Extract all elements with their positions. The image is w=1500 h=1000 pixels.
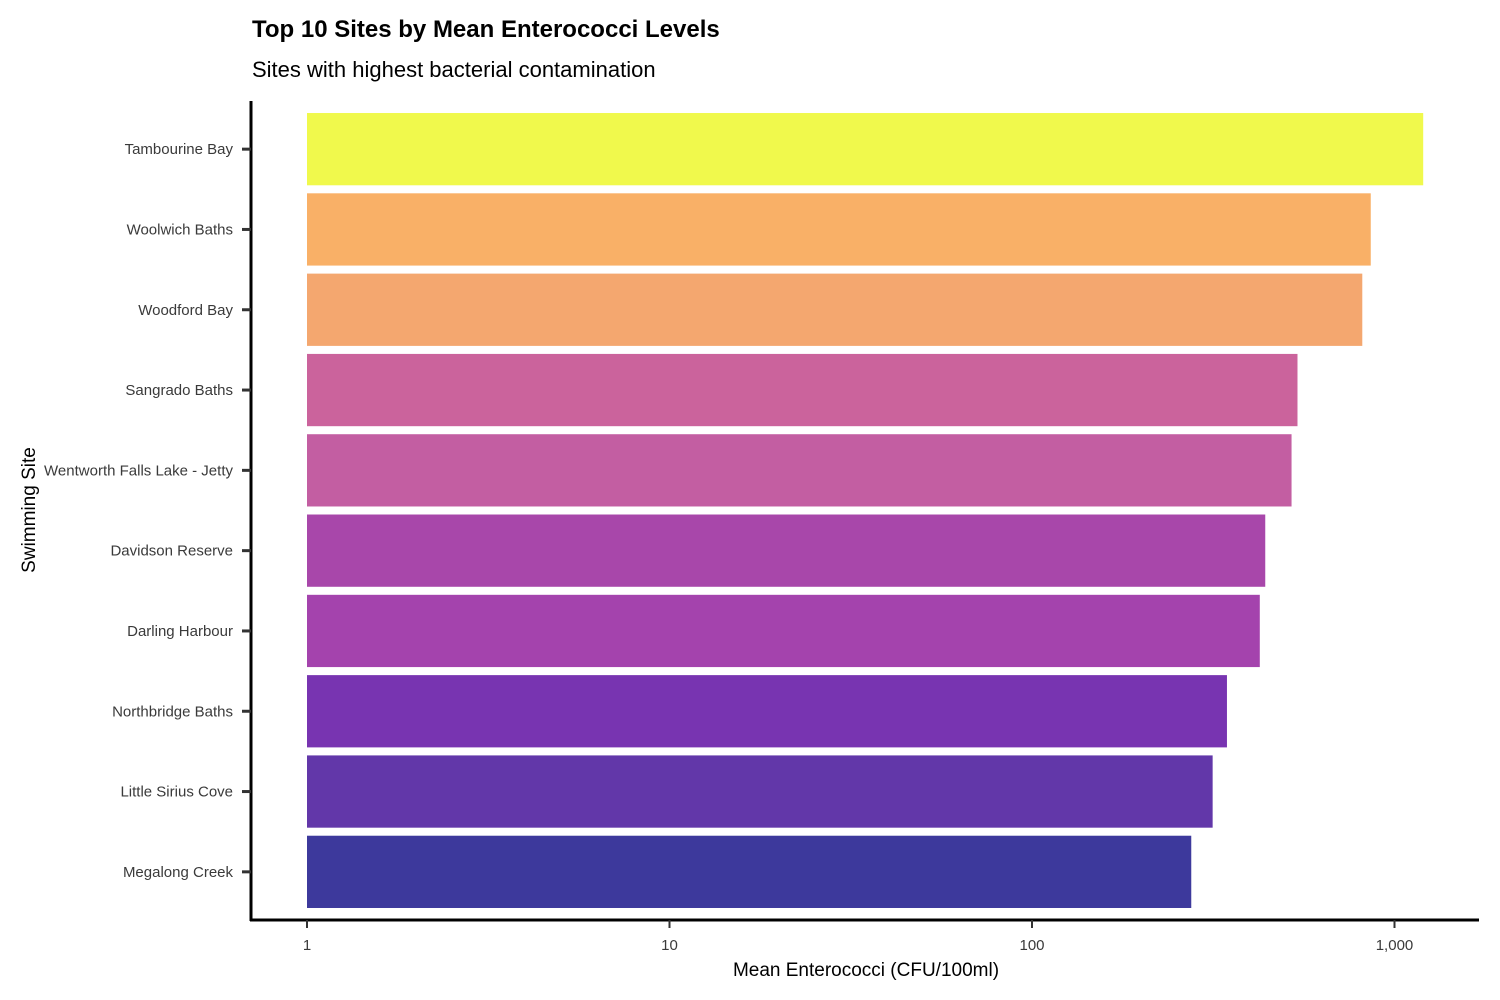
chart-subtitle: Sites with highest bacterial contaminati… [252, 57, 656, 82]
x-axis: 1 10 100 1,000 [250, 918, 1479, 954]
y-tick-label: Wentworth Falls Lake - Jetty [44, 462, 233, 479]
x-tick-label: 100 [1019, 937, 1044, 954]
bar-northbridge-baths [307, 675, 1227, 748]
bar-wentworth-falls-lake-jetty [307, 434, 1292, 507]
bar-megalong-creek [307, 835, 1192, 908]
y-tick-label: Tambourine Bay [125, 141, 234, 158]
x-tick-label: 1,000 [1376, 937, 1414, 954]
y-tick-label: Woodford Bay [138, 302, 233, 319]
y-tick-label: Davidson Reserve [110, 543, 233, 560]
x-tick-label: 10 [661, 937, 678, 954]
bar-sangrado-baths [307, 353, 1298, 427]
chart-title: Top 10 Sites by Mean Enterococci Levels [252, 16, 720, 43]
x-tick-label: 1 [303, 937, 311, 954]
bar-darling-harbour [307, 594, 1260, 668]
y-tick-label: Little Sirius Cove [120, 784, 233, 801]
y-tick-label: Northbridge Baths [112, 703, 233, 720]
bar-davidson-reserve [307, 514, 1266, 587]
y-tick-label: Megalong Creek [123, 864, 234, 881]
y-axis: Tambourine Bay Woolwich Baths Woodford Bay… [44, 101, 253, 921]
bar-little-sirius-cove [307, 755, 1213, 828]
y-tick-label: Sangrado Baths [125, 382, 233, 399]
y-tick-label: Woolwich Baths [127, 221, 233, 238]
bar-woolwich-baths [307, 193, 1371, 266]
y-axis-title: Swimming Site [19, 447, 40, 573]
bar-tambourine-bay [307, 113, 1424, 186]
x-axis-title: Mean Enterococci (CFU/100ml) [733, 960, 999, 981]
bar-woodford-bay [307, 273, 1363, 346]
y-tick-label: Darling Harbour [127, 623, 233, 640]
bars-layer [307, 113, 1424, 908]
